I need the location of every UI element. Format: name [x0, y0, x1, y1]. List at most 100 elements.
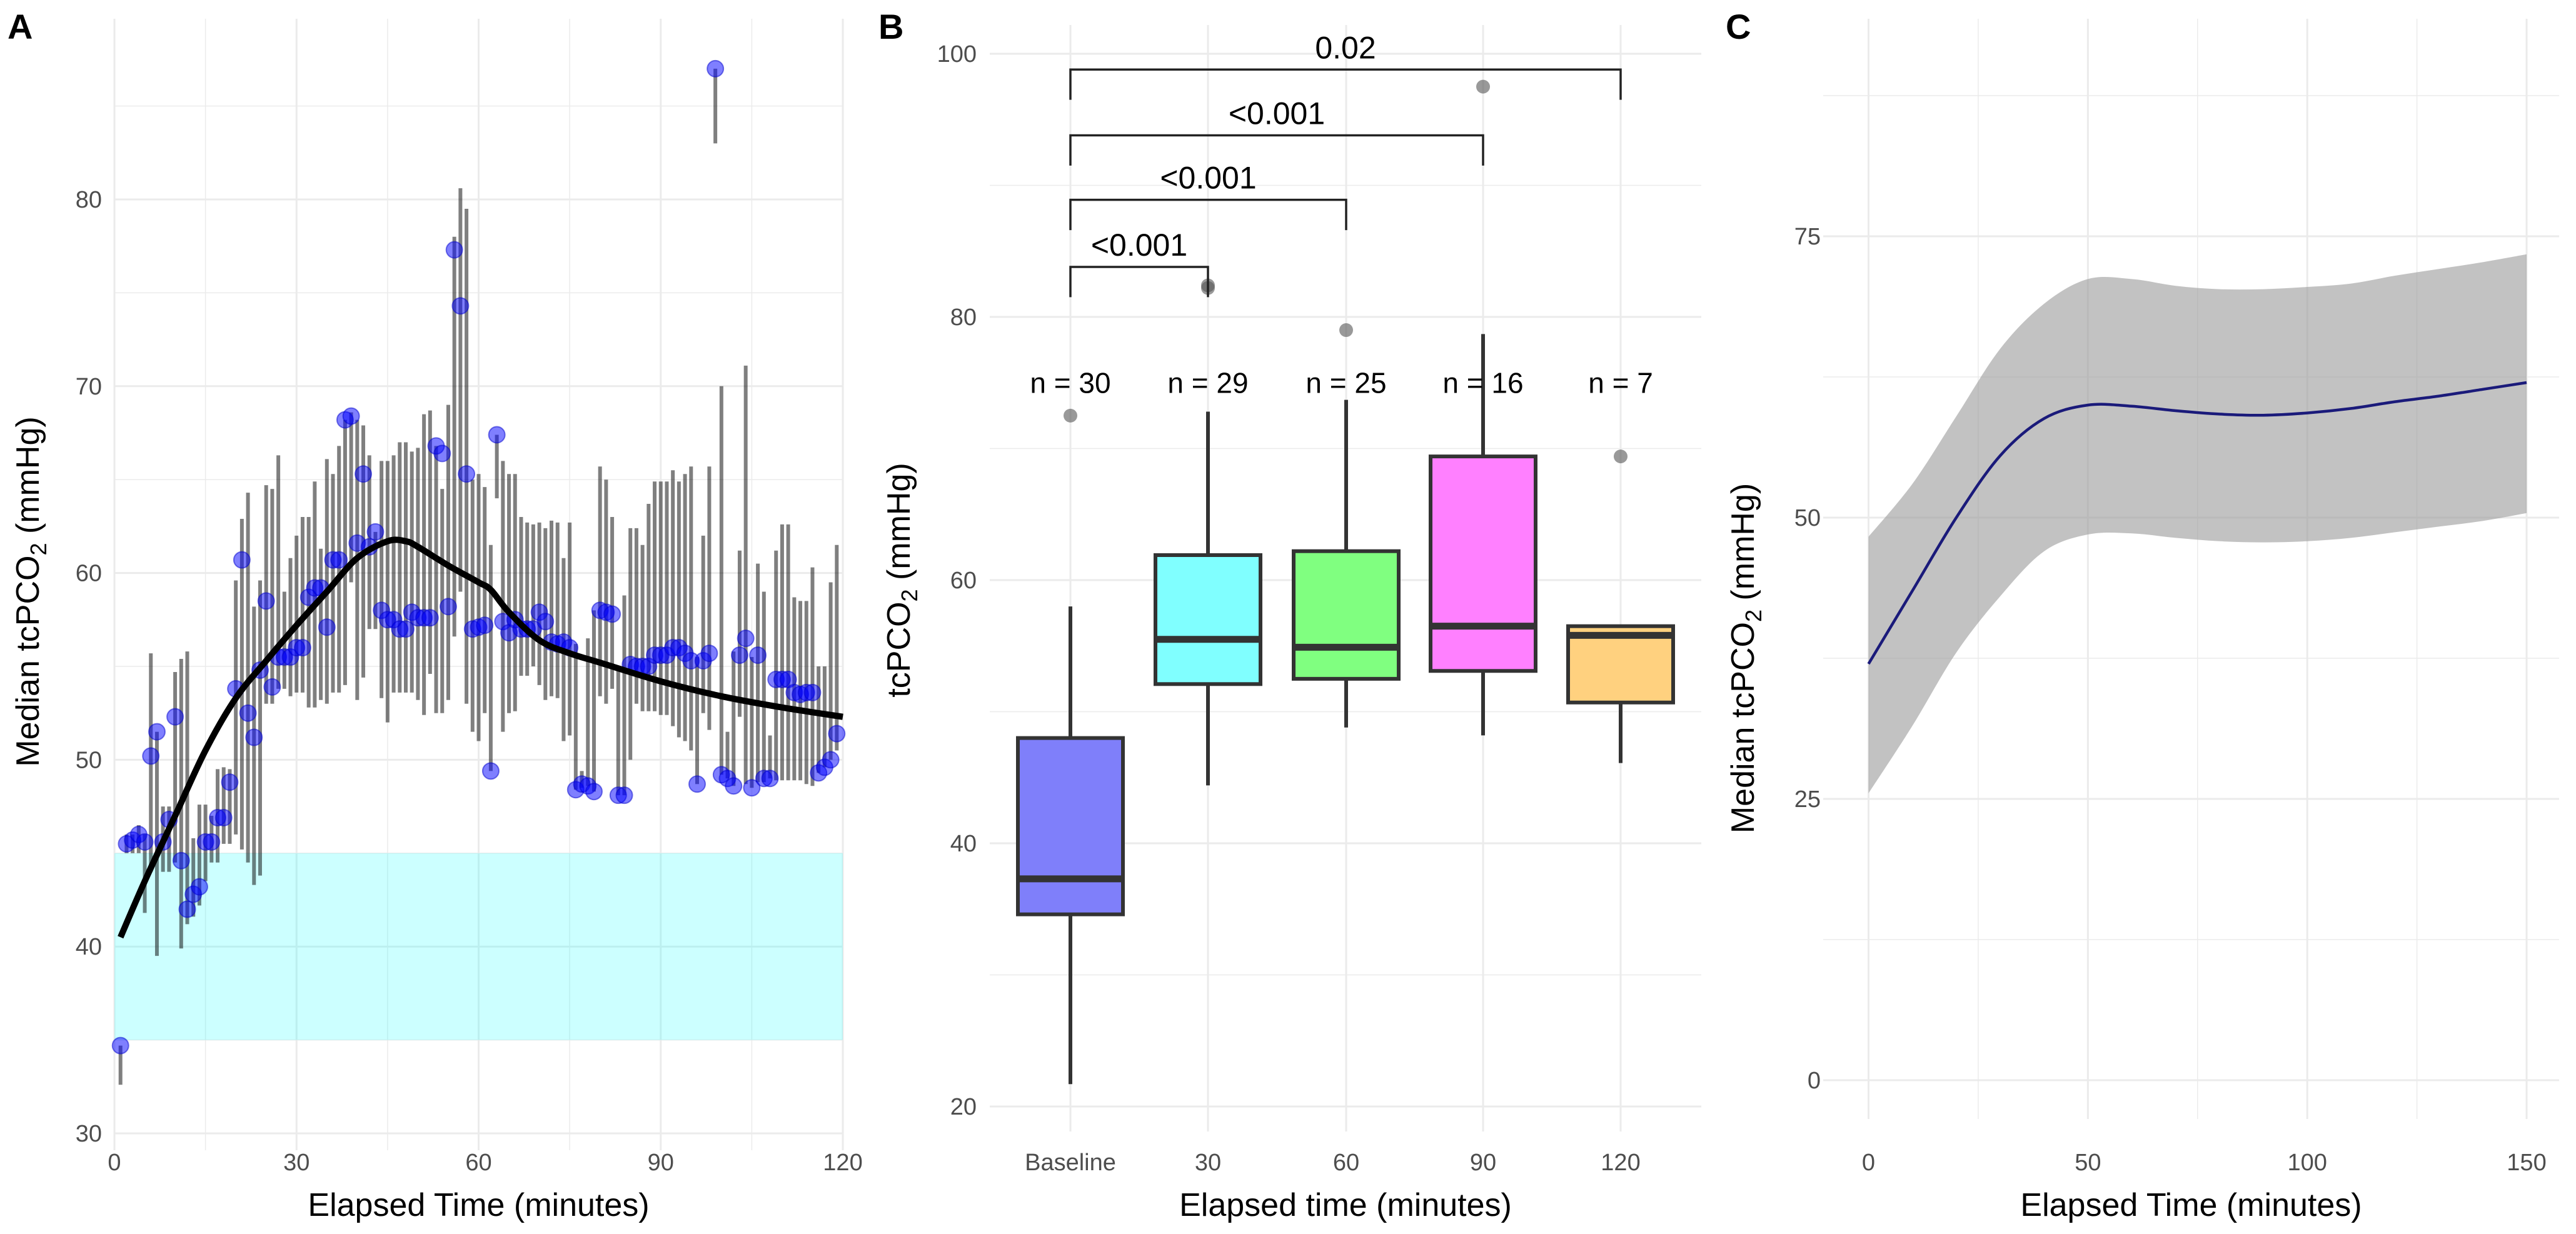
n-label: n = 29	[1167, 366, 1248, 399]
y-axis-title: tcPCO2 (mmHg)	[881, 463, 922, 697]
data-point	[355, 465, 373, 483]
p-value-label: <0.001	[1229, 96, 1325, 131]
outlier-point	[1476, 79, 1490, 94]
p-value-label: <0.001	[1091, 228, 1187, 263]
x-tick-label: Baseline	[1025, 1150, 1116, 1176]
x-tick-label: 120	[1601, 1150, 1640, 1176]
n-label: n = 16	[1442, 366, 1523, 399]
data-point	[245, 728, 263, 746]
y-tick-label: 40	[76, 934, 102, 960]
data-point	[318, 618, 336, 636]
comparison-bracket	[1069, 68, 1622, 100]
y-axis-title-subscript: 2	[897, 589, 922, 602]
n-label: n = 30	[1030, 366, 1110, 399]
outlier-point	[1614, 449, 1628, 464]
y-axis-title-unit: (mmHg)	[10, 416, 46, 543]
panel-c: 0 50 100 150 0 25 50 75 Elapsed Time (minutes) C	[1726, 7, 2559, 1223]
fit-line	[1867, 381, 2527, 665]
y-axis-title: Median tcPCO2 (mmHg)	[1725, 483, 1766, 833]
box-iqr	[1566, 624, 1675, 705]
y-tick-label: 75	[1794, 224, 1821, 250]
data-point	[257, 592, 275, 610]
data-point	[166, 708, 184, 726]
y-tick-label: 25	[1794, 786, 1821, 813]
data-point	[111, 1036, 129, 1055]
data-point	[233, 551, 251, 569]
comparison-bracket	[1069, 266, 1209, 298]
y-axis-title: Median tcPCO2 (mmHg)	[10, 416, 51, 766]
x-tick-label: 120	[823, 1150, 862, 1176]
y-axis-title-main: Median tcPCO	[10, 556, 46, 767]
box-iqr	[1154, 553, 1262, 686]
y-axis-title-unit: (mmHg)	[881, 463, 917, 589]
data-point	[342, 407, 360, 425]
data-point	[707, 59, 725, 78]
outlier-point	[1339, 323, 1353, 338]
n-label: n = 25	[1306, 366, 1386, 399]
x-tick-label: 150	[2507, 1150, 2546, 1176]
box-0: n = 30	[1016, 366, 1125, 1085]
data-point	[214, 809, 233, 827]
confidence-ribbon	[1868, 254, 2527, 793]
y-tick-label: 20	[950, 1094, 977, 1120]
x-tick-label: 100	[2287, 1150, 2327, 1176]
y-tick-label: 0	[1808, 1068, 1821, 1094]
y-tick-label: 30	[76, 1121, 102, 1147]
y-tick-label: 70	[76, 374, 102, 400]
data-point	[761, 770, 779, 788]
y-axis-title-subscript: 2	[1741, 609, 1766, 622]
data-point	[700, 645, 718, 663]
data-point	[688, 775, 706, 793]
n-label: n = 7	[1588, 366, 1653, 399]
data-point	[366, 523, 385, 541]
data-point	[828, 725, 846, 743]
comparison-bracket	[1069, 198, 1347, 231]
x-tick-label: 50	[2075, 1150, 2101, 1176]
data-point	[603, 605, 621, 623]
data-point	[803, 683, 822, 701]
y-tick-label: 60	[76, 561, 102, 587]
y-tick-label: 50	[1794, 505, 1821, 531]
panel-label-b: B	[878, 7, 903, 46]
data-point	[136, 833, 154, 851]
data-point	[725, 777, 743, 795]
x-axis-title: Elapsed Time (minutes)	[308, 1187, 649, 1223]
p-value-label: <0.001	[1160, 161, 1256, 196]
reference-band	[114, 853, 843, 1040]
data-point	[488, 426, 506, 444]
data-point	[178, 900, 196, 918]
x-tick-label: 90	[1470, 1150, 1496, 1176]
y-tick-label: 80	[76, 187, 102, 213]
x-tick-label: 60	[1333, 1150, 1359, 1176]
y-tick-label: 80	[950, 304, 977, 331]
data-point	[397, 620, 415, 638]
data-point	[737, 630, 755, 648]
y-tick-label: 100	[937, 41, 977, 68]
data-point	[221, 773, 239, 791]
x-tick-label: 0	[108, 1150, 121, 1176]
data-point	[615, 786, 633, 805]
data-point	[730, 646, 748, 665]
x-tick-label: 90	[648, 1150, 674, 1176]
data-point	[585, 783, 603, 801]
data-point	[433, 444, 451, 463]
data-point	[263, 678, 281, 696]
y-tick-label: 60	[950, 568, 977, 594]
y-axis-title-unit: (mmHg)	[1725, 483, 1761, 609]
data-point	[536, 613, 555, 631]
data-point	[439, 598, 457, 616]
panel-b: n = 30 Baseline n = 29 30 n = 25 60 n = 16 90 n …	[878, 7, 1701, 1223]
box-4: n = 7	[1566, 366, 1675, 763]
data-point	[445, 241, 463, 259]
comparison-bracket	[1069, 134, 1484, 166]
x-tick-label: 0	[1862, 1150, 1875, 1176]
y-axis-title-main: Median tcPCO	[1725, 622, 1761, 833]
data-point	[142, 747, 160, 765]
y-tick-label: 40	[950, 831, 977, 857]
data-point	[203, 833, 221, 851]
y-axis-title-main: tcPCO	[881, 602, 917, 698]
data-point	[239, 704, 257, 722]
smooth-line	[118, 536, 843, 939]
box-iqr	[1429, 454, 1537, 673]
